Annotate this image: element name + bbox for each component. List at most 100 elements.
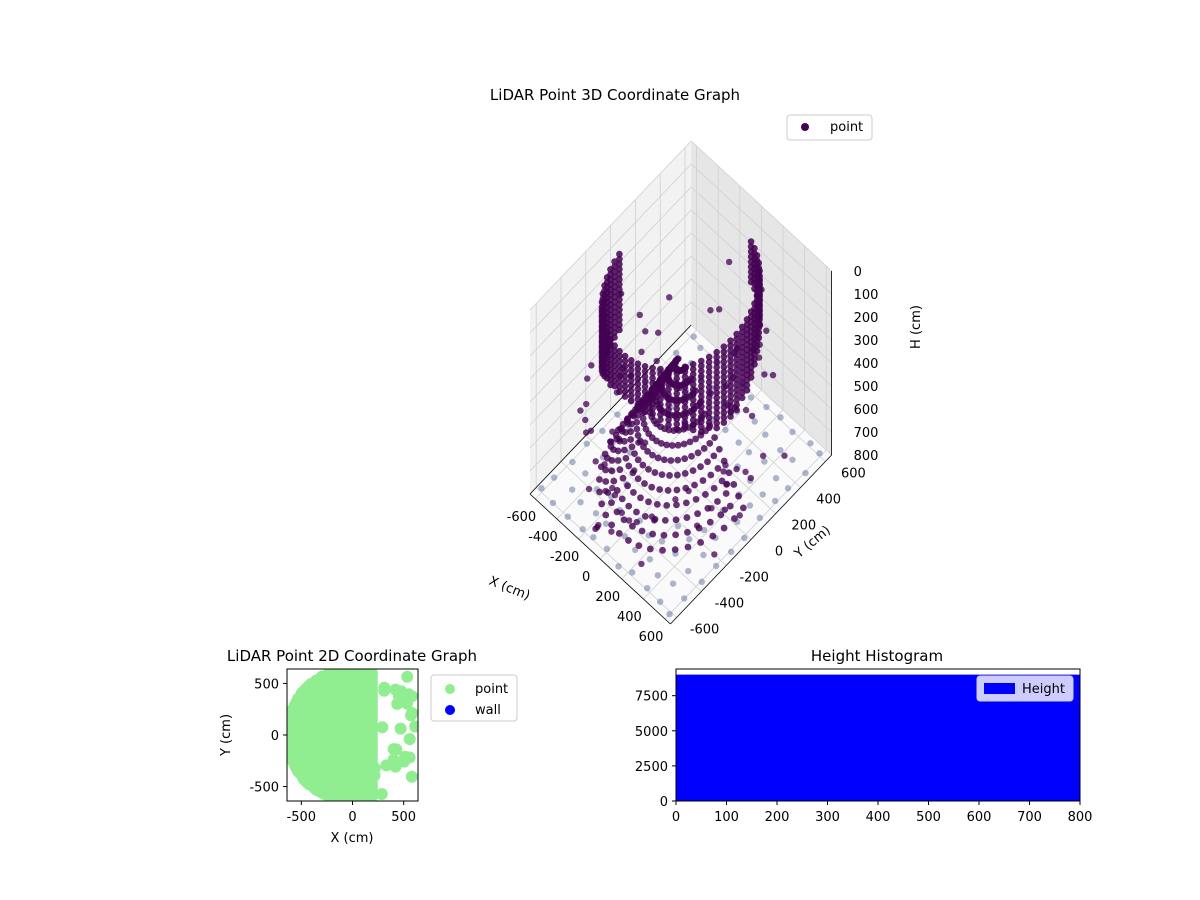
plot-3d-point bbox=[683, 514, 691, 521]
histogram-xtick: 600 bbox=[967, 810, 992, 825]
plot-3d-point bbox=[673, 390, 681, 397]
plot-3d-point bbox=[727, 362, 734, 370]
plot-3d-point bbox=[641, 373, 649, 380]
plot-3d-point bbox=[673, 375, 681, 382]
plot-3d-point bbox=[747, 253, 755, 261]
grid-y-floor bbox=[535, 487, 677, 618]
plot-3d-point bbox=[663, 441, 671, 449]
plot-3d-legend: point bbox=[786, 114, 873, 141]
plot-3d-point bbox=[689, 406, 697, 414]
plot-3d-point bbox=[727, 337, 734, 344]
plot-3d-point bbox=[672, 349, 680, 357]
plot-3d-point bbox=[627, 436, 635, 443]
plot-3d-point bbox=[694, 510, 701, 518]
plot-3d-point bbox=[550, 474, 558, 481]
plot-3d-point bbox=[755, 329, 763, 337]
plot-3d-point bbox=[720, 348, 728, 356]
plot-3d-point bbox=[686, 536, 693, 543]
plot-3d-point bbox=[646, 556, 654, 563]
plot-3d-point bbox=[698, 578, 705, 586]
plot-3d-point bbox=[549, 499, 557, 507]
plot-3d-xtick: -200 bbox=[550, 550, 580, 565]
plot-3d-point bbox=[634, 456, 642, 464]
plot-3d-point bbox=[710, 484, 718, 492]
plot-3d-point bbox=[654, 329, 662, 336]
plot-3d-point bbox=[681, 363, 689, 371]
plot-3d-point bbox=[592, 510, 600, 517]
plot-3d-point bbox=[747, 258, 755, 266]
histogram-ytick: 2500 bbox=[635, 760, 668, 775]
plot-2d-point bbox=[395, 685, 408, 698]
plot-3d-point bbox=[715, 445, 723, 453]
plot-3d-point bbox=[733, 396, 740, 404]
plot-3d-point bbox=[722, 382, 730, 390]
plot-3d-point bbox=[681, 408, 689, 416]
plot-3d-point bbox=[698, 357, 705, 365]
plot-3d-point bbox=[689, 396, 697, 403]
plot-3d-point bbox=[747, 248, 755, 255]
plot-2d-point bbox=[375, 787, 388, 800]
plot-3d-point bbox=[657, 365, 664, 373]
plot-3d-point bbox=[641, 378, 649, 385]
plot-3d-point bbox=[611, 347, 618, 354]
plot-3d-ytick: -600 bbox=[690, 623, 720, 638]
plot-3d-point bbox=[756, 308, 763, 315]
plot-3d-point bbox=[713, 404, 721, 412]
plot-3d-point bbox=[634, 370, 642, 378]
plot-3d-point bbox=[598, 306, 606, 314]
plot-3d-point bbox=[645, 465, 652, 473]
plot-3d-point bbox=[627, 428, 635, 436]
plot-3d-point bbox=[602, 487, 609, 495]
plot-3d-point bbox=[608, 457, 616, 464]
plot-2d-point bbox=[380, 759, 393, 772]
histogram-xtick: 300 bbox=[815, 810, 840, 825]
plot-3d-point bbox=[698, 372, 705, 380]
plot-3d-point bbox=[734, 345, 741, 352]
plot-3d-point bbox=[619, 364, 627, 372]
plot-3d-point bbox=[657, 411, 664, 418]
plot-3d-point bbox=[705, 358, 713, 366]
plot-3d-point bbox=[733, 366, 740, 373]
plot-3d-point bbox=[689, 467, 697, 475]
plot-3d-point bbox=[741, 534, 748, 542]
plot-3d-point bbox=[645, 498, 652, 506]
plot-3d-point bbox=[673, 400, 681, 408]
plot-3d-point bbox=[710, 452, 718, 460]
plot-2d-point bbox=[403, 733, 416, 746]
plot-3d-point bbox=[634, 380, 642, 388]
plot-3d-point bbox=[723, 481, 730, 488]
plot-3d-ztick: 0 bbox=[854, 265, 862, 280]
plot-3d-point bbox=[657, 370, 664, 378]
plot-2d-point bbox=[365, 669, 378, 679]
plot-3d-point bbox=[698, 418, 705, 426]
plot-3d-point bbox=[747, 268, 755, 276]
histogram-ytick: 7500 bbox=[635, 690, 668, 705]
plot-3d-point bbox=[672, 496, 679, 503]
plot-3d-point bbox=[746, 502, 754, 509]
axis-x-line bbox=[529, 493, 671, 625]
plot-3d-point bbox=[590, 534, 597, 541]
plot-3d-point bbox=[789, 456, 796, 463]
plot-3d-point bbox=[641, 439, 649, 446]
plot-3d-point bbox=[666, 294, 673, 301]
plot-3d-point bbox=[720, 373, 728, 381]
plot-3d-point bbox=[694, 449, 702, 457]
plot-3d-point bbox=[697, 539, 705, 546]
grid-z-left bbox=[529, 140, 692, 311]
plot-3d-point bbox=[611, 377, 618, 385]
plot-3d-point bbox=[663, 501, 671, 509]
plot-3d-point bbox=[584, 375, 591, 382]
plot-2d-ylabel: Y (cm) bbox=[219, 714, 234, 757]
plot-3d-point bbox=[733, 386, 740, 393]
plot-3d-point bbox=[628, 443, 636, 451]
plot-3d-point bbox=[745, 449, 753, 456]
plot-3d-point bbox=[616, 435, 623, 443]
plot-3d-point bbox=[733, 361, 740, 368]
plot-2d-legend-wall: wall bbox=[475, 703, 501, 718]
plot-3d-ztick: 300 bbox=[854, 334, 879, 349]
plot-3d-point bbox=[730, 515, 738, 522]
plot-3d-point bbox=[603, 274, 611, 281]
plot-3d-point bbox=[665, 365, 672, 373]
plot-3d-point bbox=[601, 322, 608, 329]
